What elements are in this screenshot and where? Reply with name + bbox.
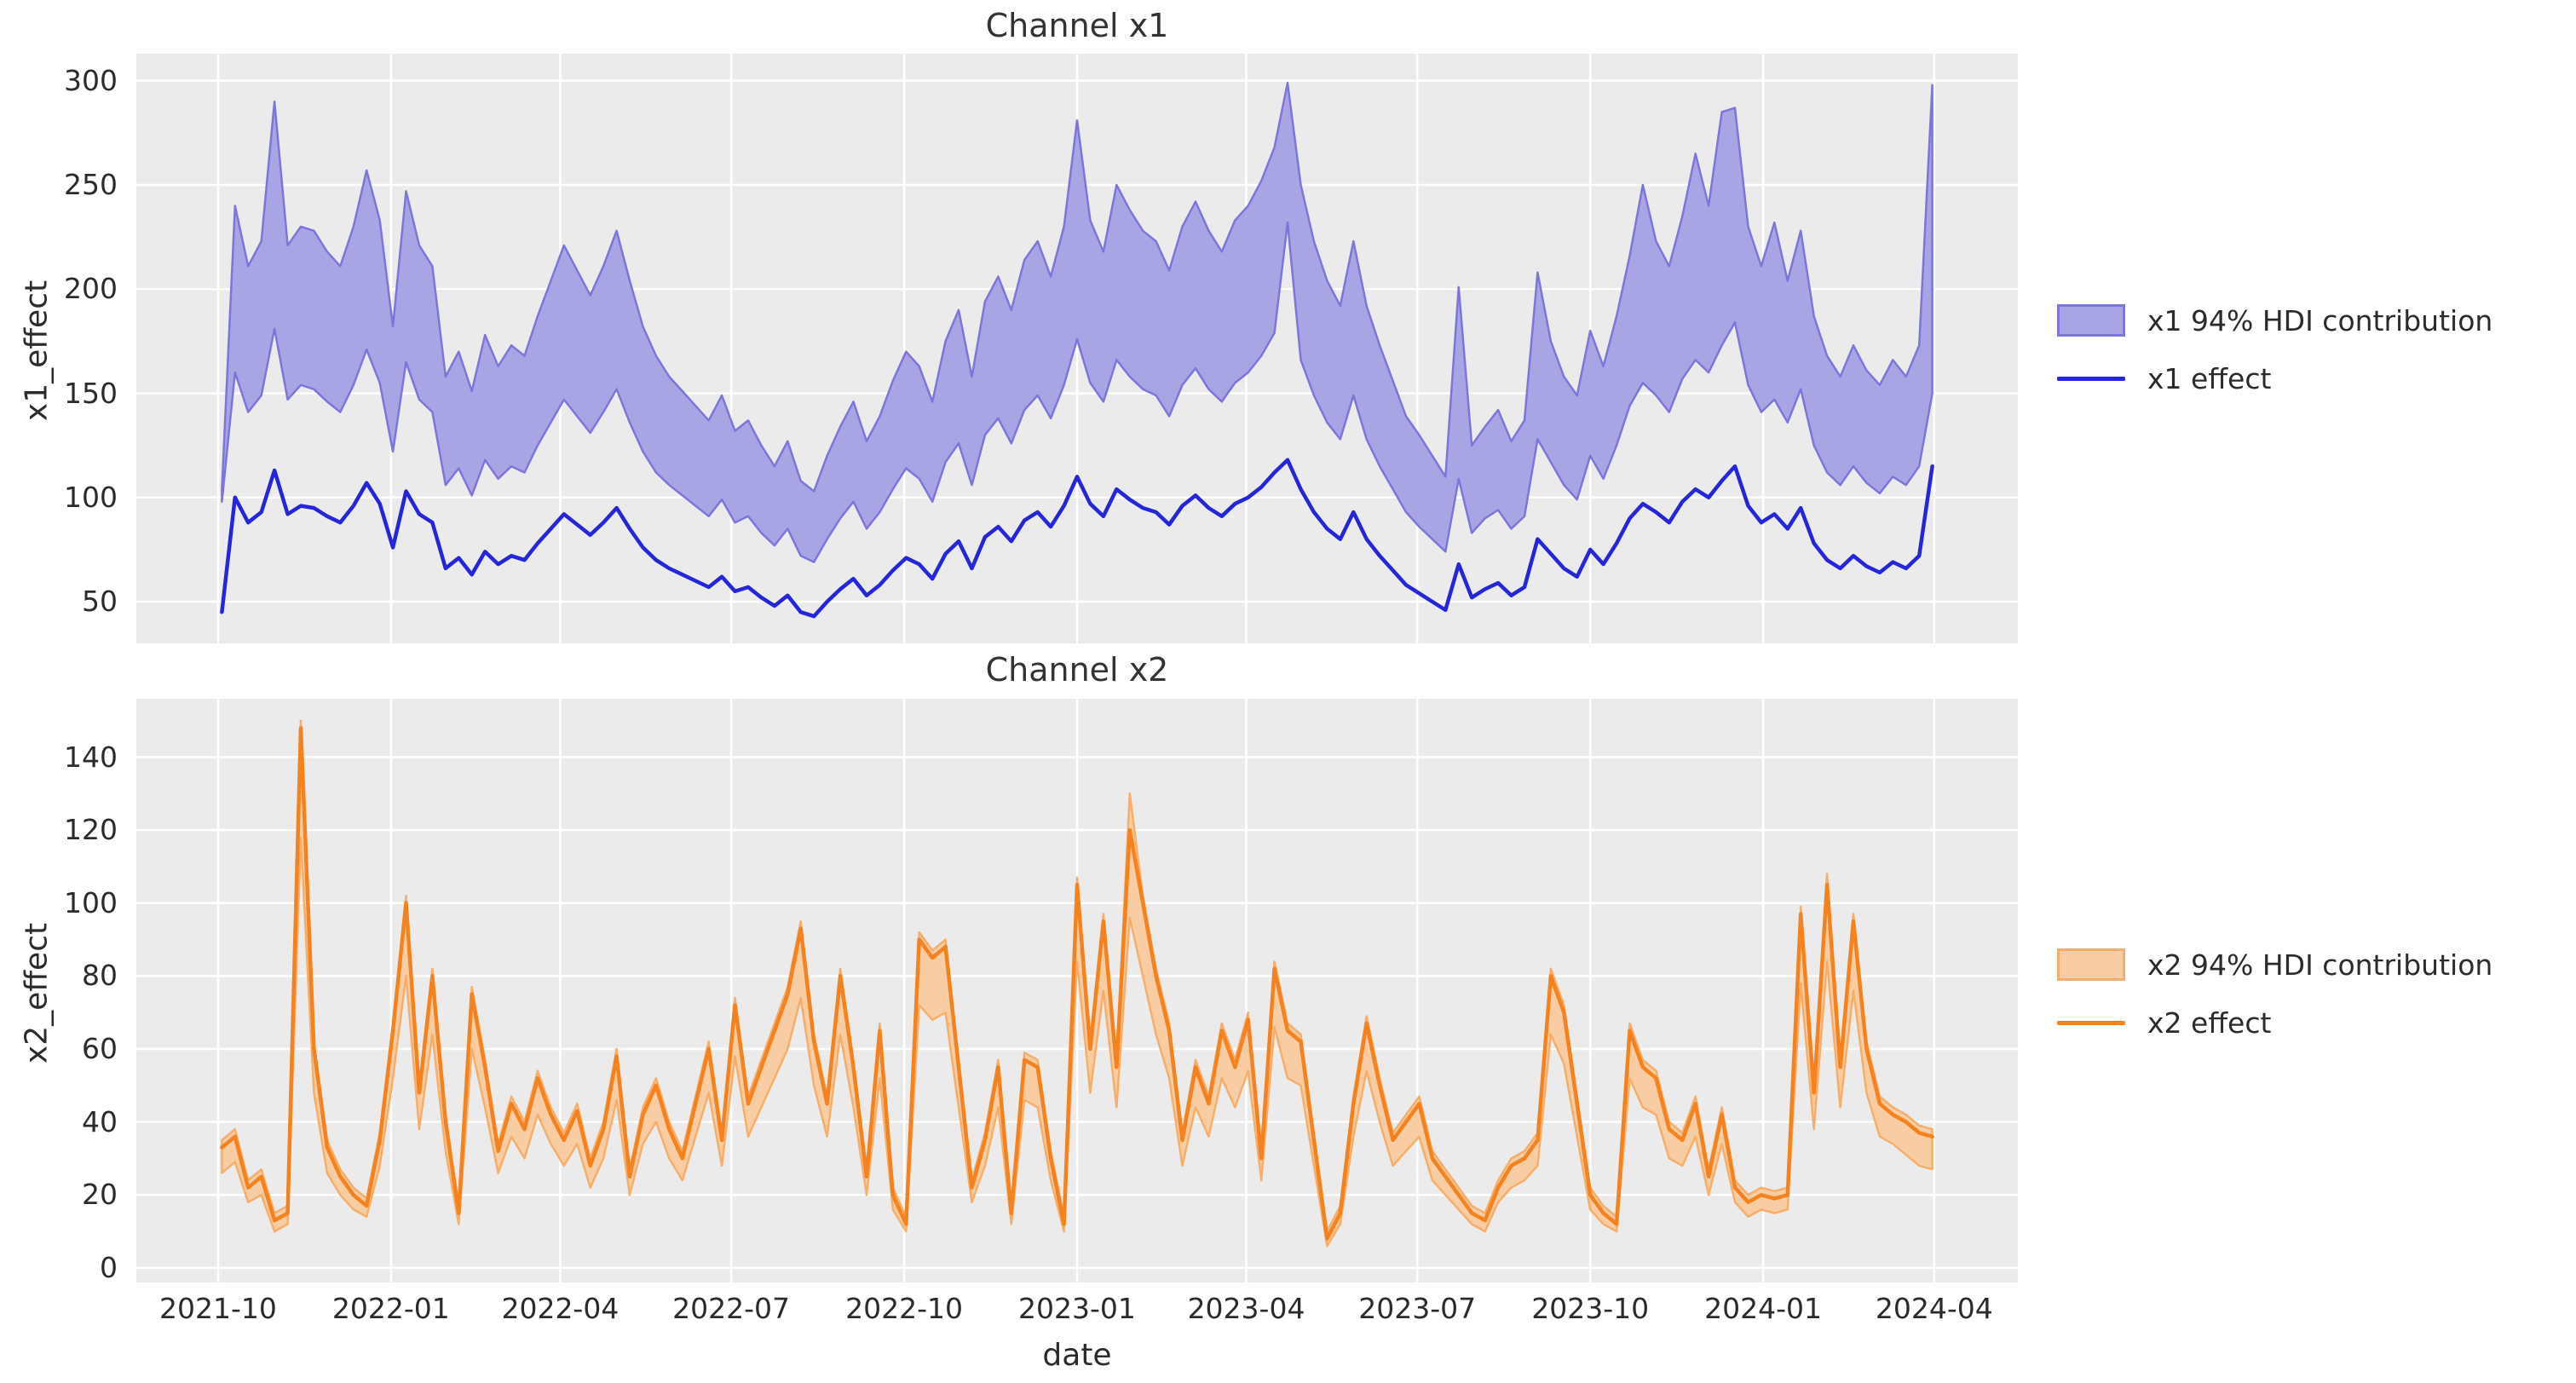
y-tick-label: 150 <box>64 376 118 410</box>
y-tick-label: 140 <box>64 740 118 774</box>
x-tick-label: 2022-01 <box>331 1292 450 1325</box>
legend-label: x2 94% HDI contribution <box>2147 948 2493 982</box>
effect-line <box>220 726 1934 1241</box>
chart2-plot-area <box>136 699 2018 1282</box>
legend-item: x2 effect <box>2057 1000 2492 1045</box>
hdi-band <box>221 81 1933 563</box>
x-tick-label: 2023-10 <box>1531 1292 1650 1325</box>
x-tick-label: 2023-07 <box>1358 1292 1477 1325</box>
y-tick-label: 300 <box>64 63 118 97</box>
x-tick-label: 2024-04 <box>1875 1292 1993 1325</box>
y-tick-label: 250 <box>64 168 118 202</box>
chart2-svg <box>136 699 2018 1282</box>
x-tick-label: 2023-04 <box>1187 1292 1305 1325</box>
x-tick-label: 2024-01 <box>1704 1292 1823 1325</box>
y-tick-label: 40 <box>82 1104 118 1138</box>
legend-item: x1 94% HDI contribution <box>2057 298 2492 343</box>
legend-label: x1 effect <box>2147 361 2272 395</box>
chart1-plot-area <box>136 54 2018 643</box>
y-tick-label: 0 <box>100 1250 118 1284</box>
y-tick-label: 60 <box>82 1032 118 1065</box>
chart1-title: Channel x1 <box>985 7 1169 44</box>
y-tick-label: 200 <box>64 272 118 306</box>
legend-line-swatch <box>2057 376 2125 381</box>
y-tick-label: 50 <box>82 585 118 619</box>
chart1-svg <box>136 54 2018 643</box>
x-tick-label: 2022-07 <box>672 1292 791 1325</box>
legend-label: x2 effect <box>2147 1006 2272 1040</box>
x-tick-label: 2022-04 <box>501 1292 620 1325</box>
chart1-legend: x1 94% HDI contribution x1 effect <box>2057 298 2492 400</box>
effect-line <box>220 458 1934 619</box>
x-axis-label: date <box>1042 1338 1112 1373</box>
y-tick-label: 80 <box>82 959 118 993</box>
y-tick-label: 20 <box>82 1178 118 1212</box>
y-tick-label: 100 <box>64 885 118 919</box>
chart2-legend: x2 94% HDI contribution x2 effect <box>2057 942 2492 1045</box>
x-tick-label: 2022-10 <box>845 1292 963 1325</box>
legend-line-swatch <box>2057 1020 2125 1025</box>
legend-item: x2 94% HDI contribution <box>2057 942 2492 987</box>
y-tick-label: 120 <box>64 813 118 847</box>
chart1-ylabel: x1_effect <box>19 279 55 422</box>
x-tick-label: 2023-01 <box>1018 1292 1136 1325</box>
chart2-title: Channel x2 <box>985 651 1169 689</box>
legend-patch-swatch <box>2057 948 2125 981</box>
x-tick-label: 2021-10 <box>158 1292 277 1325</box>
legend-item: x1 effect <box>2057 356 2492 400</box>
legend-label: x1 94% HDI contribution <box>2147 303 2493 337</box>
y-tick-label: 100 <box>64 480 118 514</box>
legend-patch-swatch <box>2057 304 2125 337</box>
